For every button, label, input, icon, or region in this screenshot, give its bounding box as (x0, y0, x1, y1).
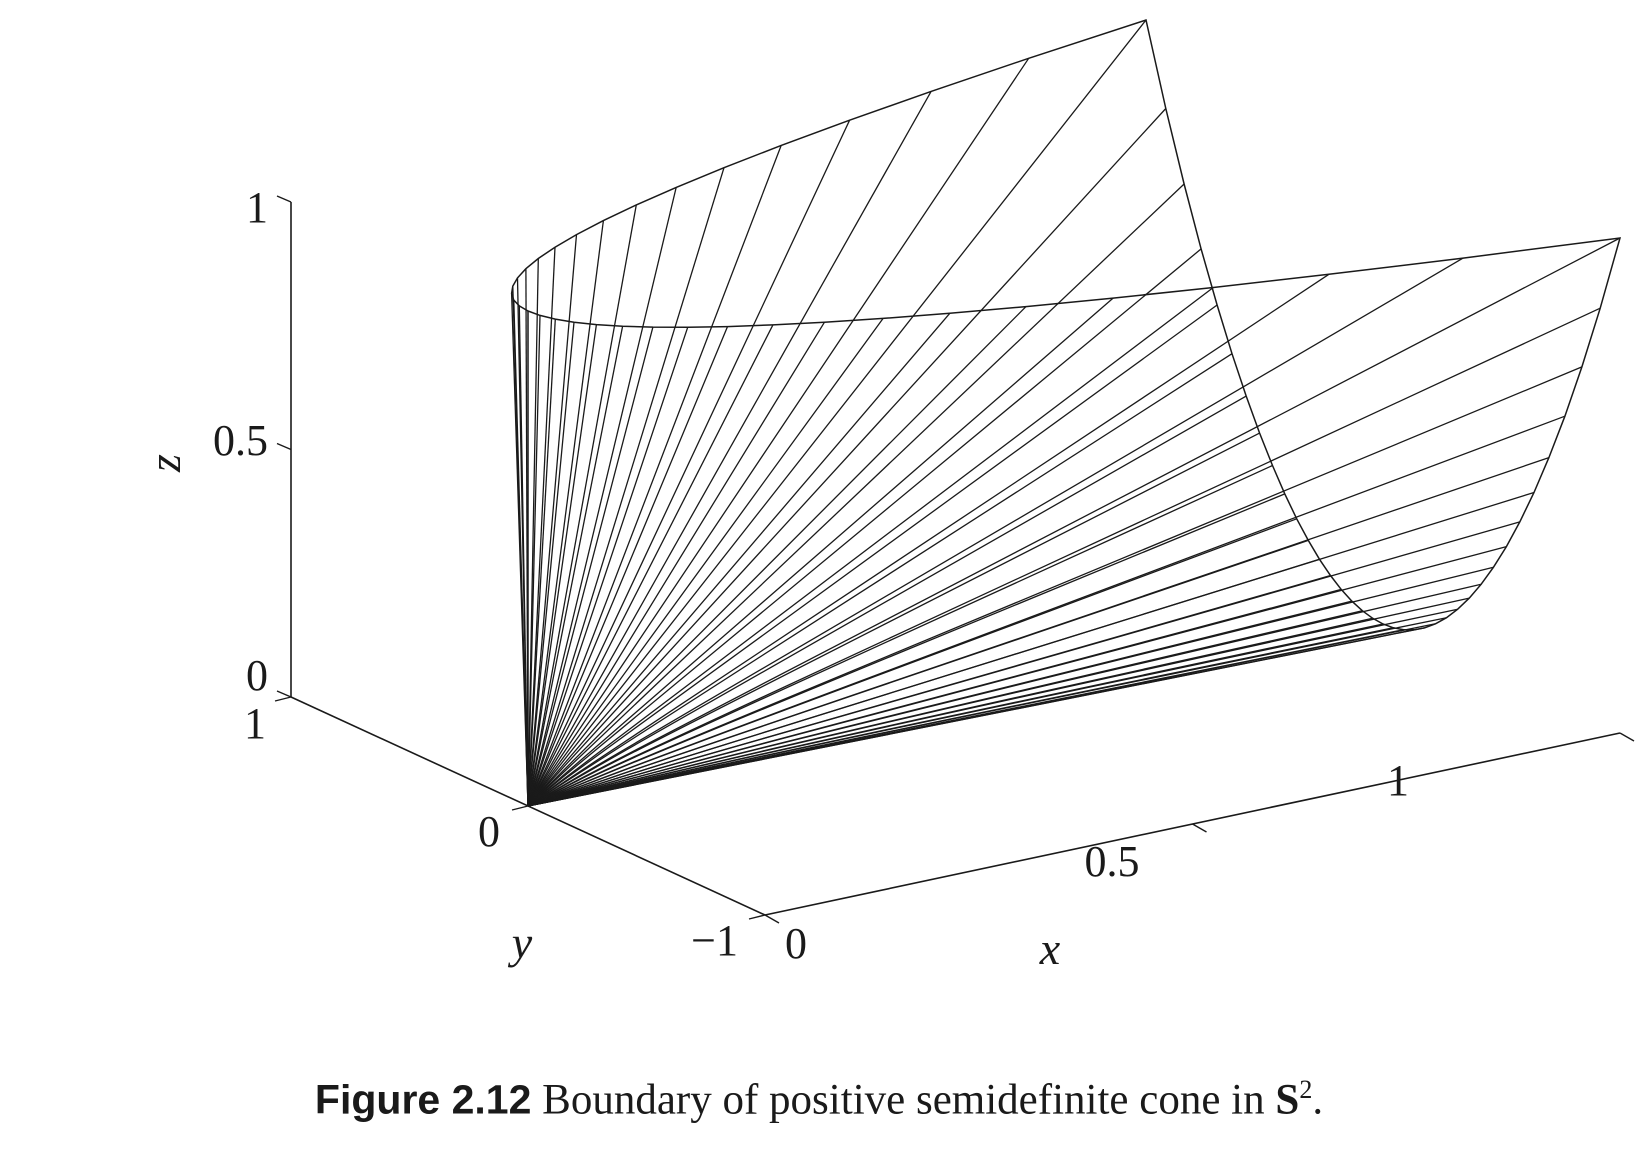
surface-ray-70 (513, 300, 529, 807)
z-tick (276, 442, 292, 451)
caption-end: . (1312, 1076, 1324, 1124)
surface-ray-14 (527, 297, 1114, 807)
surface-ray-46 (527, 464, 1273, 807)
x-axis-label: x (1039, 923, 1061, 974)
surface-ray-40 (527, 588, 1342, 807)
surface-ray-58 (527, 145, 782, 807)
axis-ticks (274, 195, 1635, 924)
x-tick (764, 914, 780, 924)
surface-ray-12 (527, 312, 951, 807)
surface-ray-64 (527, 247, 556, 807)
surface-ray-39 (527, 600, 1352, 807)
surface-ray-42 (527, 558, 1320, 807)
x-tick (1619, 732, 1635, 742)
z-tick-label-0.5: 0.5 (213, 416, 268, 465)
surface-ray-11 (527, 318, 884, 807)
surface-ray-20 (527, 366, 1583, 807)
surface-ray-35 (527, 627, 1394, 807)
surface-ray-54 (527, 19, 1147, 807)
y-tick-label-neg1: −1 (691, 916, 738, 965)
surface-ray-51 (527, 248, 1202, 807)
surface-ray-41 (527, 574, 1331, 807)
surface-ray-38 (527, 610, 1363, 807)
surface-ray-50 (527, 304, 1218, 807)
x-tick (1192, 823, 1207, 833)
surface-ray-61 (527, 204, 637, 807)
y-tick (748, 914, 766, 920)
surface-ray-17 (527, 257, 1464, 807)
y-tick (274, 696, 292, 702)
x-tick-label-1: 1 (1387, 756, 1409, 805)
surface-ray-65 (527, 258, 539, 807)
z-tick-label-1: 1 (246, 183, 268, 232)
surface-ray-49 (527, 353, 1233, 807)
surface-ray-7 (527, 327, 689, 807)
surface-ray-53 (527, 108, 1167, 807)
caption-set-symbol: S (1275, 1076, 1300, 1124)
surface-rim (510, 19, 1622, 631)
surface-ray-10 (527, 321, 825, 807)
x-tick-label-0.5: 0.5 (1085, 837, 1140, 886)
surface-ray-62 (527, 220, 605, 807)
surface-ray-60 (527, 187, 677, 807)
surface-ray-19 (527, 307, 1601, 807)
caption-superscript: 2 (1299, 1075, 1313, 1104)
z-tick (276, 690, 292, 698)
surface-ray-52 (527, 183, 1185, 807)
y-tick-label-0: 0 (478, 807, 500, 856)
y-tick (511, 805, 529, 811)
surface-ray-56 (527, 91, 932, 807)
z-tick-label-0: 0 (246, 651, 268, 700)
surface-ray-18 (527, 237, 1621, 807)
surface-ray-48 (527, 395, 1247, 807)
surface-rays (510, 19, 1622, 807)
z-axis-label: z (139, 454, 190, 473)
y-axis-label: y (508, 917, 533, 968)
surface-ray-4 (527, 324, 598, 807)
surface-ray-6 (527, 326, 654, 807)
surface-ray-3 (527, 322, 575, 807)
surface-ray-47 (527, 432, 1260, 807)
surface-ray-5 (527, 326, 624, 807)
surface-ray-71 (518, 305, 529, 807)
surface-ray-57 (527, 119, 851, 807)
surface-ray-15 (527, 286, 1214, 807)
surface-ray-59 (527, 167, 725, 807)
x-tick-label-0: 0 (785, 919, 807, 968)
surface-ray-36 (527, 623, 1384, 807)
surface-ray-55 (527, 57, 1030, 807)
surface-ray-16 (527, 273, 1330, 807)
surface-ray-9 (527, 324, 774, 807)
y-tick-label-1: 1 (244, 699, 266, 748)
surface-ray-13 (527, 306, 1027, 807)
figure-number: Figure 2.12 (314, 1076, 532, 1123)
surface-ray-44 (527, 518, 1297, 807)
caption-text: Boundary of positive semidefinite cone i… (531, 1076, 1276, 1124)
surface-ray-43 (527, 539, 1309, 807)
surface-ray-63 (527, 234, 578, 807)
z-tick (276, 195, 292, 203)
figure-caption: Figure 2.12 Boundary of positive semidef… (0, 1075, 1638, 1124)
surface-ray-8 (527, 326, 729, 807)
surface-ray-45 (527, 493, 1286, 807)
surface-ray-34 (527, 629, 1404, 807)
surface-ray-37 (527, 617, 1373, 807)
